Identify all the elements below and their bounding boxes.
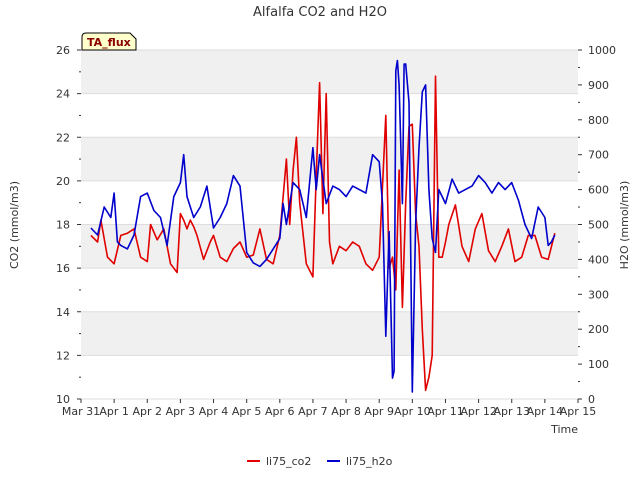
x-tick-label: Apr 10 (394, 405, 431, 418)
x-tick-label: Mar 31 (62, 405, 100, 418)
x-tick-label: Apr 4 (199, 405, 229, 418)
grid-lines (81, 49, 578, 400)
series-line-li75_co2 (90, 75, 556, 392)
grid-band (81, 137, 578, 181)
x-axis-label: Time (550, 423, 578, 436)
x-tick-label: Apr 5 (232, 405, 262, 418)
x-tick-label: Apr 14 (527, 405, 564, 418)
y-tick-label: 10 (56, 393, 70, 406)
x-tick-label: Apr 12 (460, 405, 497, 418)
y2-axis-label: H2O (mmol/m3) (618, 181, 631, 270)
grid-band (81, 311, 578, 356)
y-tick-label: 20 (56, 175, 70, 188)
y2-tick-label: 1000 (588, 44, 616, 57)
series-lines (90, 59, 556, 393)
legend: li75_co2 li75_h2o (247, 455, 393, 468)
annotation-label: TA_flux (87, 36, 131, 49)
y2-tick-label: 900 (588, 79, 609, 92)
series-line-li75_h2o (90, 59, 556, 393)
legend-label-h2o: li75_h2o (346, 455, 393, 468)
y2-tick-label: 700 (588, 149, 609, 162)
y-axis-label: CO2 (mmol/m3) (8, 181, 21, 269)
y-tick-label: 16 (56, 262, 70, 275)
x-tick-label: Apr 7 (298, 405, 328, 418)
y2-tick-label: 300 (588, 288, 609, 301)
y-tick-label: 24 (56, 88, 70, 101)
y-tick-label: 12 (56, 349, 70, 362)
y2-axis-ticks: 0 100 200 300 400 500 600 700 800 900 1000 (578, 44, 616, 406)
annotation-box: TA_flux (81, 32, 137, 51)
x-axis-ticks: Mar 31 Apr 1 Apr 2 Apr 3 Apr 4 Apr 5 Apr 6 Apr … (62, 399, 596, 418)
x-tick-label: Apr 9 (364, 405, 394, 418)
plot-bands (81, 50, 578, 356)
y2-tick-label: 600 (588, 184, 609, 197)
x-tick-label: Apr 6 (265, 405, 295, 418)
x-tick-label: Apr 3 (166, 405, 196, 418)
x-tick-label: Apr 15 (560, 405, 597, 418)
y2-tick-label: 800 (588, 114, 609, 127)
chart-title: Alfalfa CO2 and H2O (253, 5, 387, 20)
y2-tick-label: 500 (588, 219, 609, 232)
x-tick-label: Apr 1 (99, 405, 129, 418)
grid-band (81, 50, 578, 94)
y-tick-label: 14 (56, 306, 70, 319)
annotation-background (81, 32, 137, 51)
x-tick-label: Apr 8 (331, 405, 361, 418)
y-tick-label: 26 (56, 44, 70, 57)
y-tick-label: 22 (56, 131, 70, 144)
y-axis-ticks: 10 12 14 16 18 20 22 24 26 (56, 44, 81, 406)
y-tick-label: 18 (56, 219, 70, 232)
y2-tick-label: 0 (588, 393, 595, 406)
x-tick-label: Apr 13 (493, 405, 530, 418)
y2-tick-label: 400 (588, 253, 609, 266)
y2-tick-label: 100 (588, 358, 609, 371)
x-tick-label: Apr 11 (427, 405, 464, 418)
x-tick-label: Apr 2 (133, 405, 163, 418)
legend-label-co2: li75_co2 (266, 455, 311, 468)
y2-tick-label: 200 (588, 323, 609, 336)
